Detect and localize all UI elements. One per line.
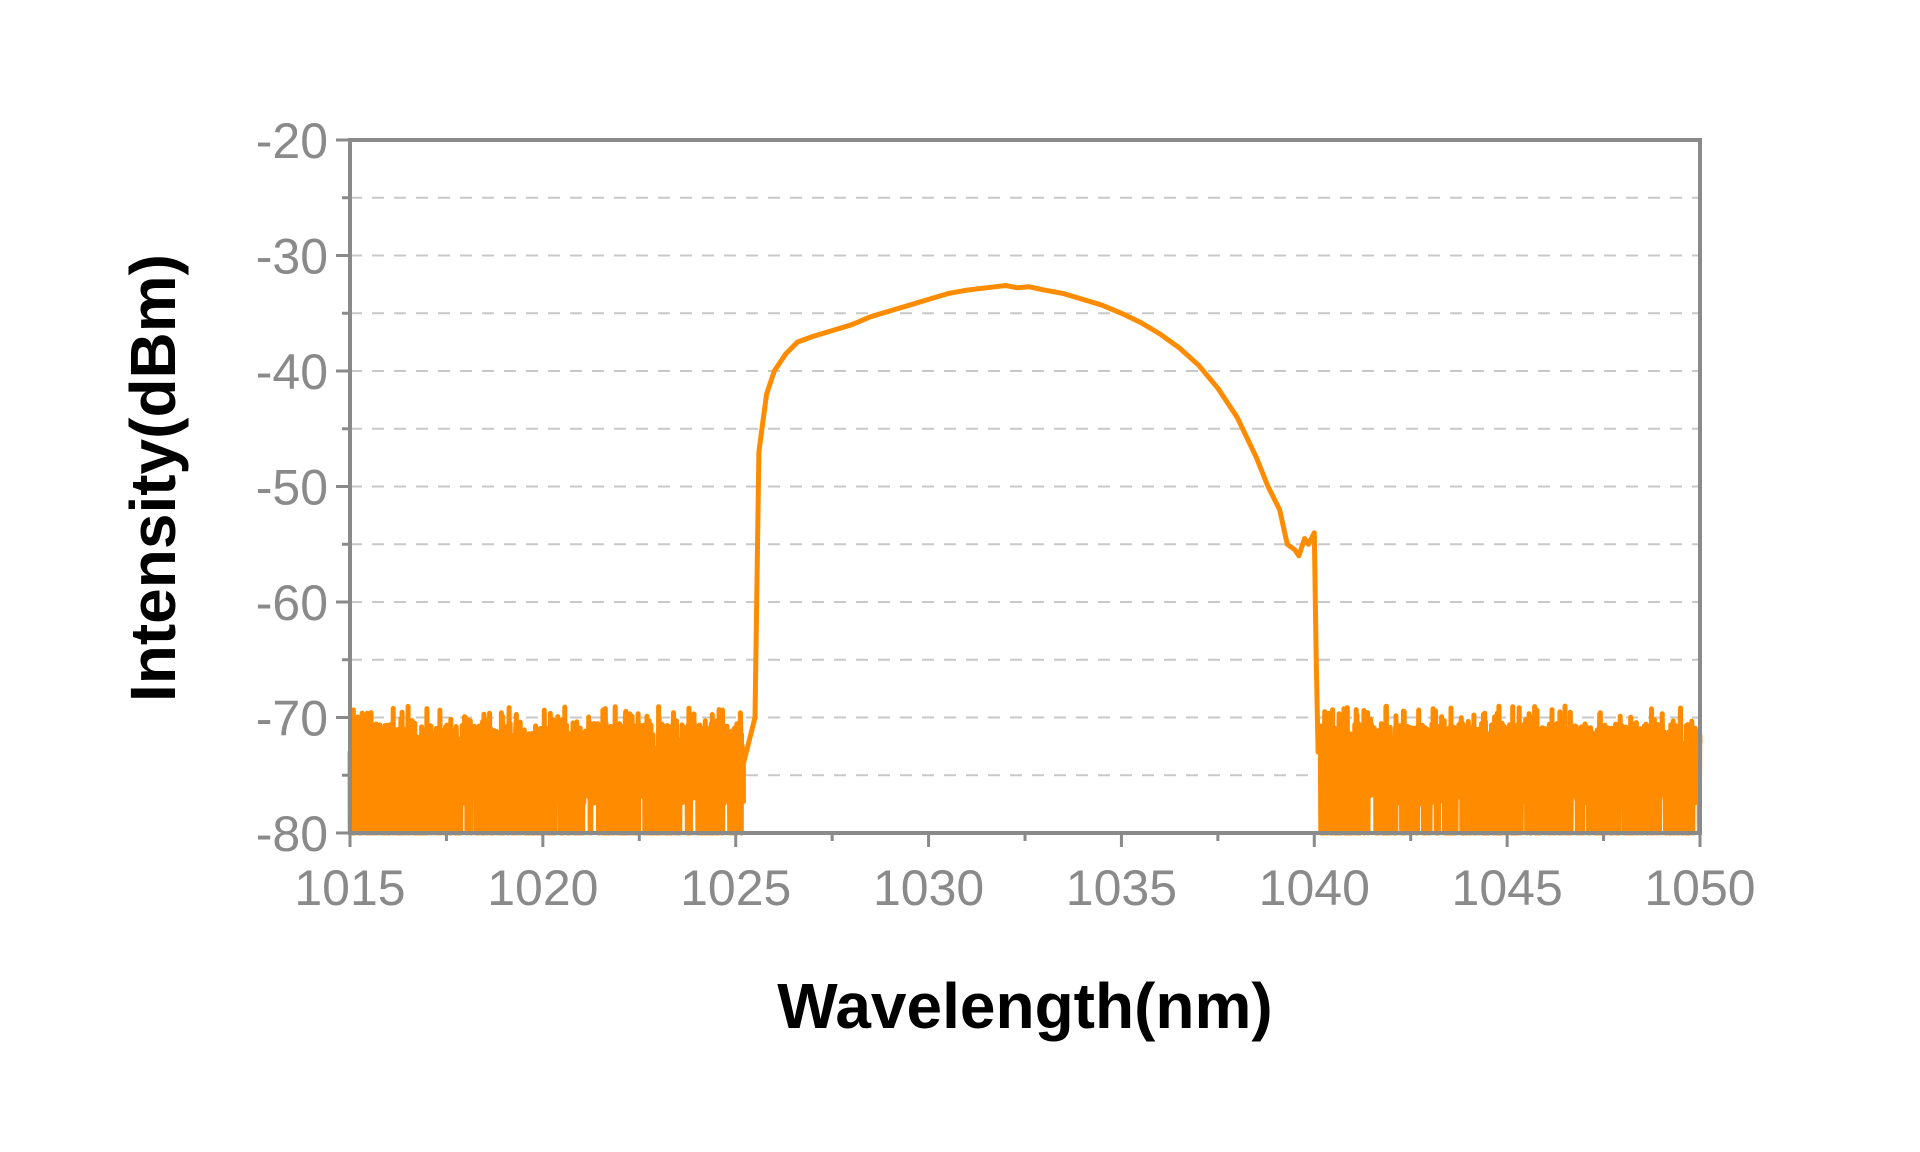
- x-tick-label: 1025: [680, 860, 791, 916]
- x-tick-label: 1030: [873, 860, 984, 916]
- y-tick-label: -50: [256, 460, 328, 516]
- y-tick-label: -20: [256, 113, 328, 169]
- y-tick-label: -30: [256, 229, 328, 285]
- x-tick-label: 1020: [487, 860, 598, 916]
- y-axis-title: Intensity(dBm): [117, 254, 189, 702]
- x-tick-label: 1040: [1259, 860, 1370, 916]
- x-tick-label: 1035: [1066, 860, 1177, 916]
- y-tick-label: -40: [256, 344, 328, 400]
- y-tick-label: -60: [256, 575, 328, 631]
- x-axis-title: Wavelength(nm): [777, 970, 1272, 1042]
- spectrum-series-line: [347, 283, 1703, 836]
- y-tick-label: -80: [256, 806, 328, 862]
- x-tick-label: 1050: [1644, 860, 1755, 916]
- series-layer: [347, 283, 1703, 836]
- grid-lines: [350, 196, 1700, 777]
- x-tick-label: 1045: [1452, 860, 1563, 916]
- y-tick-label: -70: [256, 691, 328, 747]
- x-tick-label: 1015: [294, 860, 405, 916]
